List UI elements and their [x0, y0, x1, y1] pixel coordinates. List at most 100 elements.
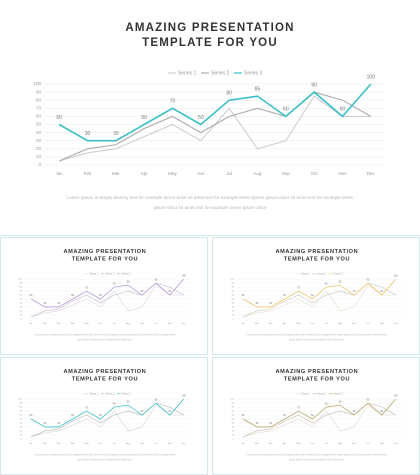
x-tick-label: Feb — [255, 443, 260, 445]
data-label: 85 — [127, 400, 130, 403]
y-tick-label: 100 — [18, 279, 22, 281]
y-tick-label: 0 — [233, 318, 235, 320]
x-tick-label: Mar — [57, 322, 61, 325]
y-tick-label: 10 — [20, 314, 23, 316]
series-line — [30, 402, 184, 438]
caption: Lorem Ipsum is simply dummy text for exa… — [66, 195, 354, 210]
y-tick-label: 70 — [20, 411, 23, 413]
data-label: 80 — [226, 91, 232, 97]
x-tick-label: Aug — [126, 322, 131, 325]
x-tick-label: May — [296, 323, 301, 325]
x-tick-label: Jun — [99, 323, 103, 325]
x-tick-label: Jul — [113, 443, 116, 445]
x-tick-label: Jul — [113, 323, 116, 325]
legend-label: Series 2 — [211, 70, 230, 76]
x-tick-label: Feb — [255, 323, 260, 325]
thumbnail-slide: AMAZING PRESENTATION TEMPLATE FOR YOU Seri… — [18, 249, 191, 341]
y-tick-label: 0 — [38, 162, 41, 167]
x-tick-label: Apr — [283, 322, 287, 325]
y-tick-label: 90 — [20, 403, 23, 405]
data-label: 50 — [30, 294, 33, 297]
y-tick-label: 70 — [36, 105, 42, 110]
y-tick-label: 60 — [232, 415, 235, 417]
y-tick-label: 80 — [20, 407, 23, 409]
y-tick-label: 100 — [230, 399, 234, 401]
chart-title: AMAZING PRESENTATION — [275, 369, 358, 375]
y-tick-label: 80 — [20, 287, 23, 289]
x-tick-label: Sep — [352, 323, 357, 325]
y-tick-label: 90 — [232, 283, 235, 285]
data-label: 30 — [113, 131, 119, 137]
data-label: 70 — [85, 286, 88, 289]
legend-label: Series 1 — [178, 70, 197, 76]
data-label: 50 — [30, 414, 33, 417]
data-label: 70 — [85, 406, 88, 409]
y-tick-label: 20 — [232, 430, 235, 432]
data-label: 50 — [283, 294, 286, 297]
thumbnail-slide: AMAZING PRESENTATION TEMPLATE FOR YOU Seri… — [230, 249, 403, 341]
x-tick-label: Jun — [197, 171, 205, 176]
y-tick-label: 50 — [232, 419, 235, 421]
data-label: 60 — [141, 410, 144, 413]
x-tick-label: Jan — [241, 323, 245, 325]
data-label: 50 — [99, 414, 102, 417]
data-label: 60 — [340, 107, 346, 113]
y-tick-label: 10 — [232, 434, 235, 436]
y-tick-label: 40 — [20, 423, 23, 425]
series-line — [242, 278, 397, 308]
data-label: 80 — [325, 282, 328, 285]
x-tick-label: May — [296, 443, 301, 445]
legend-label: Series 1 — [89, 272, 99, 275]
x-tick-label: Apr — [141, 171, 149, 176]
y-tick-label: 60 — [36, 114, 42, 119]
x-tick-label: Sep — [140, 323, 145, 325]
x-tick-label: Dec — [182, 323, 187, 325]
data-label: 85 — [339, 400, 342, 403]
chart-title: TEMPLATE FOR YOU — [284, 257, 350, 263]
x-tick-label: Oct — [366, 442, 370, 445]
y-tick-label: 20 — [232, 310, 235, 312]
data-label: 90 — [311, 82, 317, 88]
y-tick-label: 60 — [20, 295, 23, 297]
x-tick-label: Nov — [168, 323, 173, 325]
x-tick-label: Feb — [43, 443, 48, 445]
data-label: 50 — [141, 115, 147, 121]
series-line — [242, 398, 397, 428]
x-tick-label: Oct — [366, 322, 370, 325]
x-tick-label: Jun — [311, 323, 315, 325]
x-tick-label: Dec — [394, 323, 399, 325]
main-slide: AMAZING PRESENTATION TEMPLATE FOR YOU Seri… — [33, 22, 385, 210]
data-label: 50 — [311, 414, 314, 417]
x-tick-label: Jul — [226, 171, 232, 176]
x-tick-label: Jan — [241, 443, 245, 445]
y-tick-label: 100 — [18, 399, 22, 401]
y-tick-label: 90 — [20, 283, 23, 285]
y-tick-label: 40 — [20, 303, 23, 305]
legend-label: Series 3 — [122, 392, 132, 395]
data-label: 30 — [44, 422, 47, 425]
data-label: 60 — [353, 290, 356, 293]
chart-title: AMAZING PRESENTATION — [275, 249, 358, 255]
x-tick-label: Mar — [269, 442, 273, 445]
y-tick-label: 10 — [20, 434, 23, 436]
y-tick-label: 60 — [20, 415, 23, 417]
data-label: 60 — [168, 410, 171, 413]
chart-title: AMAZING PRESENTATION — [63, 369, 146, 375]
y-tick-label: 100 — [33, 81, 41, 86]
y-tick-label: 20 — [36, 146, 42, 151]
x-tick-label: Aug — [338, 322, 343, 325]
data-label: 50 — [311, 294, 314, 297]
data-label: 90 — [367, 398, 370, 401]
x-tick-label: Jan — [29, 443, 33, 445]
y-tick-label: 30 — [36, 138, 42, 143]
data-label: 50 — [283, 414, 286, 417]
y-tick-label: 30 — [232, 427, 235, 429]
data-label: 30 — [269, 422, 272, 425]
caption: Lorem Ipsum is simply dummy text for exa… — [246, 333, 388, 341]
x-tick-label: Dec — [367, 171, 376, 176]
series-line — [58, 83, 372, 142]
x-tick-label: Sep — [282, 171, 291, 176]
data-label: 70 — [297, 406, 300, 409]
chart-title: AMAZING PRESENTATION — [125, 22, 294, 34]
